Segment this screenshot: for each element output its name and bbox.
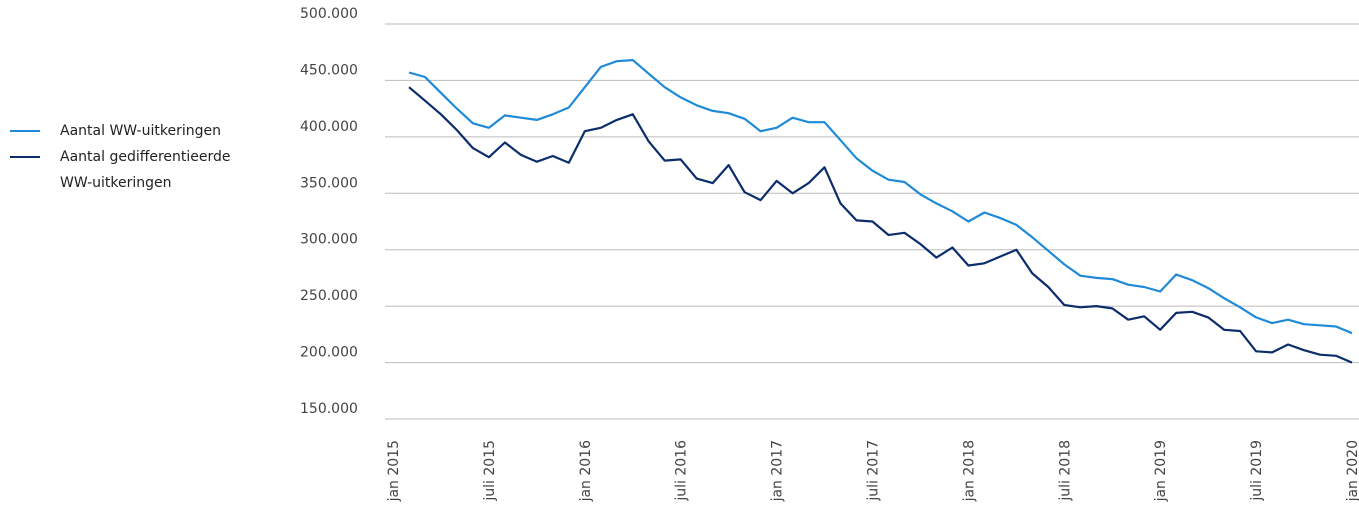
legend-item: Aantal WW-uitkeringen xyxy=(10,118,270,144)
x-tick-label: jan 2015 xyxy=(386,440,402,502)
x-tick-label: juli 2015 xyxy=(482,440,498,502)
x-tick-label: jan 2018 xyxy=(961,440,977,502)
y-tick-label: 150.000 xyxy=(300,401,358,417)
x-tick-label: jan 2017 xyxy=(770,440,786,502)
legend-label: Aantal WW-uitkeringen xyxy=(60,123,221,139)
legend-swatch xyxy=(10,130,40,132)
y-tick-label: 300.000 xyxy=(300,232,358,248)
y-tick-label: 500.000 xyxy=(300,6,358,22)
legend-label: Aantal gedifferentieerde WW-uitkeringen xyxy=(60,149,231,191)
data-line xyxy=(408,86,1353,364)
x-tick-label: jan 2016 xyxy=(578,440,594,503)
x-tick-label: juli 2016 xyxy=(674,440,690,502)
y-tick-label: 200.000 xyxy=(300,345,358,361)
y-tick-label: 350.000 xyxy=(300,175,358,191)
legend-item: Aantal gedifferentieerde WW-uitkeringen xyxy=(10,144,270,196)
x-tick-label: jan 2020 xyxy=(1345,440,1359,502)
x-tick-label: juli 2018 xyxy=(1057,440,1073,502)
y-tick-label: 250.000 xyxy=(300,288,358,304)
legend: Aantal WW-uitkeringen Aantal gedifferenti… xyxy=(10,118,270,196)
y-tick-label: 450.000 xyxy=(300,62,358,78)
data-line xyxy=(408,59,1353,335)
y-tick-label: 400.000 xyxy=(300,119,358,135)
legend-swatch xyxy=(10,156,40,158)
x-tick-label: juli 2019 xyxy=(1249,440,1265,502)
x-tick-label: jan 2019 xyxy=(1153,440,1169,502)
x-tick-label: juli 2017 xyxy=(866,440,882,502)
